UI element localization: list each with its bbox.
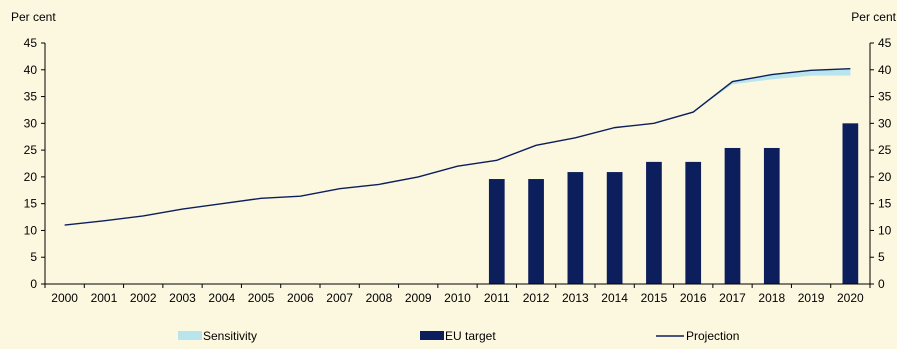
bar-2013 [567,172,584,284]
y-tick-label-left: 30 [24,116,38,130]
x-tick-label: 2000 [51,291,78,305]
legend-swatch [420,331,444,340]
x-tick-label: 2014 [601,291,628,305]
legend-swatch [178,331,202,340]
y-unit-left: Per cent [11,10,56,24]
y-tick-label-right: 30 [878,116,892,130]
bar-2012 [528,179,544,284]
legend-item-projection: Projection [656,329,739,343]
legend-label: Sensitivity [203,329,257,343]
y-tick-label-left: 45 [24,36,38,50]
x-tick-label: 2004 [208,291,235,305]
bar-2015 [646,161,662,284]
bar-2014 [606,172,623,284]
x-tick-label: 2012 [523,291,550,305]
bar-2017 [724,147,741,284]
y-tick-label-left: 15 [24,197,38,211]
y-tick-label-right: 40 [878,63,892,77]
x-tick-label: 2003 [169,291,196,305]
bar-2018 [763,147,780,284]
x-tick-label: 2007 [326,291,353,305]
x-tick-label: 2005 [248,291,275,305]
y-tick-label-left: 35 [24,90,38,104]
x-tick-label: 2018 [758,291,785,305]
x-tick-label: 2006 [287,291,314,305]
x-tick-label: 2016 [680,291,707,305]
x-tick-label: 2019 [798,291,825,305]
y-tick-label-right: 35 [878,90,892,104]
y-tick-label-left: 10 [24,223,38,237]
legend-label: Projection [686,329,739,343]
y-tick-label-right: 5 [878,250,885,264]
x-tick-label: 2009 [405,291,432,305]
y-tick-label-right: 0 [878,277,885,291]
legend-item-sensitivity: Sensitivity [178,329,257,343]
y-tick-label-left: 5 [30,250,37,264]
y-tick-label-right: 20 [878,170,892,184]
x-tick-label: 2020 [837,291,864,305]
y-tick-label-left: 20 [24,170,38,184]
legend-label: EU target [445,329,496,343]
y-unit-right: Per cent [851,10,896,24]
x-tick-label: 2008 [366,291,393,305]
legend: Sensitivity EU target Projection [178,329,739,343]
y-tick-label-left: 0 [30,277,37,291]
y-tick-label-right: 25 [878,143,892,157]
x-tick-label: 2011 [484,291,510,305]
x-tick-label: 2010 [444,291,471,305]
y-tick-label-left: 25 [24,143,38,157]
y-tick-label-left: 40 [24,63,38,77]
y-tick-label-right: 15 [878,197,892,211]
projection-line [64,68,851,226]
x-tick-label: 2015 [641,291,668,305]
x-tick-label: 2017 [719,291,746,305]
x-tick-label: 2001 [91,291,118,305]
bar-2020 [842,123,859,284]
legend-item-eu-target: EU target [420,329,496,343]
x-tick-label: 2002 [130,291,157,305]
y-tick-label-right: 45 [878,36,892,50]
bar-2011 [488,179,505,284]
bar-2016 [685,161,702,284]
y-tick-label-right: 10 [878,223,892,237]
x-tick-label: 2013 [562,291,589,305]
